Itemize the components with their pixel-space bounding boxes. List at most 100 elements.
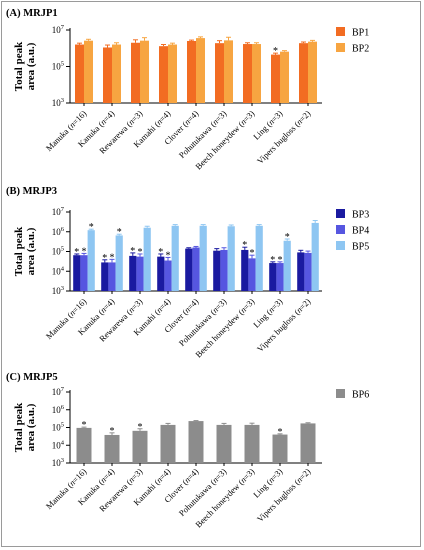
x-tick-label: Vipers bugloss (n=2) bbox=[255, 108, 313, 166]
y-axis-label: area (a.u.) bbox=[25, 227, 37, 275]
y-axis-label: Total peak bbox=[13, 41, 25, 91]
y-tick-label: 107 bbox=[52, 386, 65, 397]
significance-star: * bbox=[138, 422, 143, 433]
y-tick-label: 105 bbox=[52, 246, 64, 257]
bar-BP3 bbox=[157, 256, 165, 291]
y-tick-label: 106 bbox=[52, 404, 65, 415]
bar-BP1 bbox=[243, 44, 252, 103]
legend-swatch-BP1 bbox=[336, 27, 345, 36]
bar-BP4 bbox=[276, 263, 284, 291]
y-tick-label: 103 bbox=[52, 457, 64, 468]
bar-BP2 bbox=[224, 40, 233, 103]
bar-BP1 bbox=[299, 43, 308, 103]
significance-star: * bbox=[285, 232, 290, 243]
bar-BP6 bbox=[272, 434, 288, 463]
bar-BP4 bbox=[108, 262, 116, 291]
bar-BP5 bbox=[255, 225, 263, 291]
y-axis-label: Total peak bbox=[13, 226, 25, 276]
y-axis-label: Total peak bbox=[13, 402, 25, 452]
legend-swatch-BP5 bbox=[336, 241, 345, 250]
bar-BP3 bbox=[297, 252, 305, 291]
bar-BP1 bbox=[271, 54, 280, 103]
bar-BP3 bbox=[213, 250, 221, 291]
bar-BP3 bbox=[241, 249, 249, 291]
panel-2: (B) MRJP3 Total peak area (a.u.) 103 104 105 1… bbox=[6, 186, 369, 360]
y-tick-label: 104 bbox=[52, 439, 65, 450]
legend-swatch-BP6 bbox=[336, 389, 345, 398]
bar-BP1 bbox=[215, 43, 224, 103]
y-tick-label: 103 bbox=[52, 97, 64, 108]
bar-BP4 bbox=[248, 258, 256, 291]
bar-BP4 bbox=[304, 252, 312, 291]
significance-star: * bbox=[82, 420, 87, 431]
significance-star: * bbox=[242, 240, 247, 251]
bar-BP5 bbox=[171, 225, 179, 291]
bar-BP6 bbox=[104, 434, 120, 463]
bar-BP4 bbox=[80, 255, 88, 291]
panel-title: (A) MRJP1 bbox=[6, 8, 58, 19]
bar-BP5 bbox=[227, 226, 235, 291]
bar-BP6 bbox=[188, 421, 204, 463]
legend-label: BP3 bbox=[352, 210, 369, 221]
bar-BP3 bbox=[101, 262, 109, 291]
legend-label: BP4 bbox=[352, 226, 369, 237]
bar-BP5 bbox=[199, 225, 207, 291]
bar-BP6 bbox=[216, 424, 232, 463]
legend-label: BP2 bbox=[352, 44, 369, 55]
bar-BP6 bbox=[132, 430, 148, 463]
y-tick-label: 106 bbox=[52, 226, 65, 237]
significance-star: * bbox=[89, 222, 94, 233]
bar-BP2 bbox=[308, 41, 317, 103]
y-axis-label: area (a.u.) bbox=[25, 42, 37, 90]
bar-BP2 bbox=[280, 51, 289, 103]
bar-BP2 bbox=[112, 44, 121, 103]
significance-star: * bbox=[138, 247, 143, 258]
bar-BP1 bbox=[187, 40, 196, 103]
bar-BP3 bbox=[73, 255, 81, 291]
bar-BP3 bbox=[129, 255, 137, 291]
y-tick-label: 104 bbox=[52, 265, 65, 276]
y-tick-label: 107 bbox=[52, 206, 65, 217]
significance-star: * bbox=[82, 246, 87, 257]
bar-BP6 bbox=[160, 424, 176, 463]
bar-BP4 bbox=[136, 256, 144, 291]
bar-BP5 bbox=[87, 230, 95, 291]
bar-BP4 bbox=[164, 260, 172, 291]
y-tick-label: 103 bbox=[52, 285, 64, 296]
bar-BP2 bbox=[84, 40, 93, 103]
y-tick-label: 105 bbox=[52, 61, 64, 72]
bar-BP1 bbox=[75, 44, 84, 103]
bar-BP2 bbox=[252, 44, 261, 103]
legend-swatch-BP4 bbox=[336, 225, 345, 234]
significance-star: * bbox=[110, 426, 115, 437]
significance-star: * bbox=[278, 427, 283, 438]
significance-star: * bbox=[250, 248, 255, 259]
significance-star: * bbox=[130, 246, 135, 257]
bar-BP3 bbox=[269, 263, 277, 291]
bar-BP2 bbox=[140, 40, 149, 103]
bar-BP1 bbox=[159, 46, 168, 103]
bar-BP5 bbox=[143, 227, 151, 291]
bar-BP6 bbox=[244, 424, 260, 463]
significance-star: * bbox=[273, 46, 278, 57]
significance-star: * bbox=[158, 247, 163, 258]
legend-label: BP5 bbox=[352, 242, 369, 253]
legend-label: BP1 bbox=[352, 28, 369, 39]
significance-star: * bbox=[166, 250, 171, 261]
bar-BP6 bbox=[300, 423, 316, 463]
x-tick-label: Vipers bugloss (n=2) bbox=[255, 466, 313, 524]
significance-star: * bbox=[270, 255, 275, 266]
bar-BP1 bbox=[103, 47, 112, 103]
bar-BP5 bbox=[311, 222, 319, 291]
bar-BP4 bbox=[192, 247, 200, 291]
significance-star: * bbox=[74, 247, 79, 258]
significance-star: * bbox=[278, 255, 283, 266]
y-axis-label: area (a.u.) bbox=[25, 403, 37, 451]
legend-label: BP6 bbox=[352, 390, 369, 401]
legend-swatch-BP2 bbox=[336, 43, 345, 52]
bar-BP2 bbox=[196, 38, 205, 103]
bar-BP4 bbox=[220, 249, 228, 291]
